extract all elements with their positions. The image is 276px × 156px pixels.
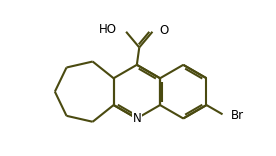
Text: N: N (132, 112, 141, 125)
Text: HO: HO (99, 23, 117, 36)
Text: Br: Br (231, 109, 245, 122)
Text: O: O (159, 24, 169, 37)
